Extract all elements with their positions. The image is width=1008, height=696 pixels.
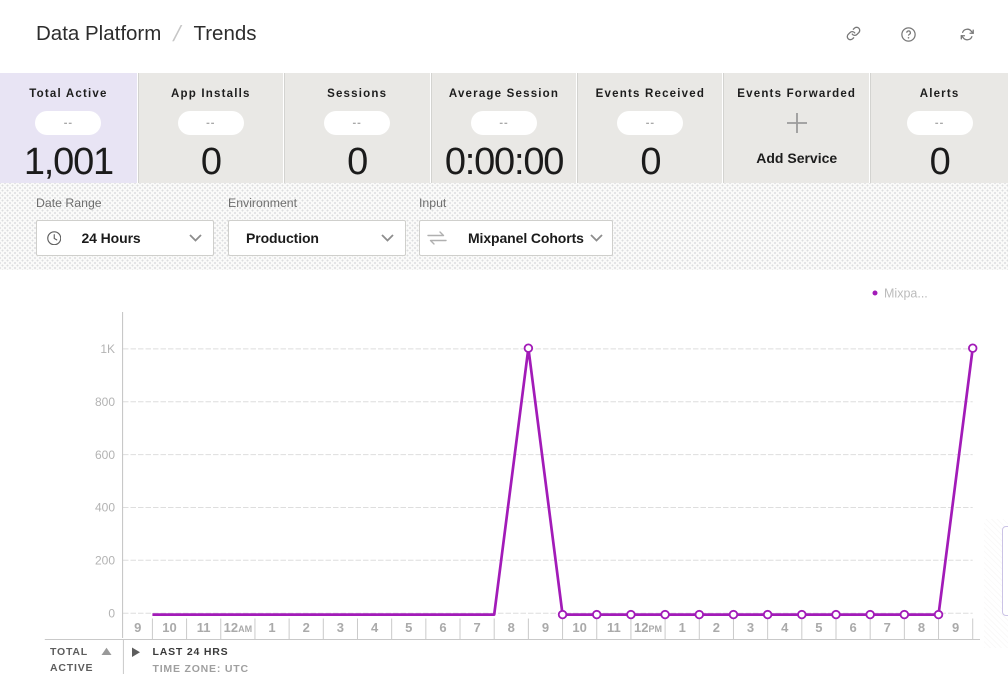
svg-text:9: 9 — [542, 620, 549, 635]
svg-text:7: 7 — [884, 620, 891, 635]
svg-text:11: 11 — [197, 620, 211, 635]
svg-text:200: 200 — [95, 554, 115, 568]
svg-text:1: 1 — [268, 620, 275, 635]
svg-text:1K: 1K — [100, 342, 115, 356]
svg-text:1: 1 — [679, 620, 686, 635]
svg-text:Mixpa...: Mixpa... — [884, 287, 928, 301]
svg-text:9: 9 — [134, 620, 141, 635]
svg-text:12AM: 12AM — [224, 620, 252, 635]
svg-text:8: 8 — [508, 620, 515, 635]
svg-text:2: 2 — [303, 620, 310, 635]
svg-text:8: 8 — [918, 620, 925, 635]
svg-text:TIME ZONE: UTC: TIME ZONE: UTC — [153, 663, 249, 675]
svg-text:7: 7 — [473, 620, 480, 635]
svg-text:LAST 24 HRS: LAST 24 HRS — [153, 646, 229, 658]
svg-text:5: 5 — [815, 620, 822, 635]
svg-text:3: 3 — [337, 620, 344, 635]
svg-text:10: 10 — [572, 620, 586, 635]
svg-text:2: 2 — [713, 620, 720, 635]
svg-text:800: 800 — [95, 395, 115, 409]
svg-text:9: 9 — [952, 620, 959, 635]
svg-text:4: 4 — [371, 620, 379, 635]
svg-text:11: 11 — [607, 620, 621, 635]
svg-text:0: 0 — [108, 607, 115, 621]
svg-text:400: 400 — [95, 501, 115, 515]
svg-text:6: 6 — [849, 620, 856, 635]
svg-text:6: 6 — [439, 620, 446, 635]
svg-text:4: 4 — [781, 620, 789, 635]
svg-text:3: 3 — [747, 620, 754, 635]
svg-text:5: 5 — [405, 620, 412, 635]
svg-text:600: 600 — [95, 448, 115, 462]
svg-text:ACTIVE: ACTIVE — [50, 662, 93, 674]
svg-text:TOTAL: TOTAL — [50, 646, 88, 658]
svg-text:10: 10 — [162, 620, 176, 635]
svg-text:12PM: 12PM — [634, 620, 662, 635]
